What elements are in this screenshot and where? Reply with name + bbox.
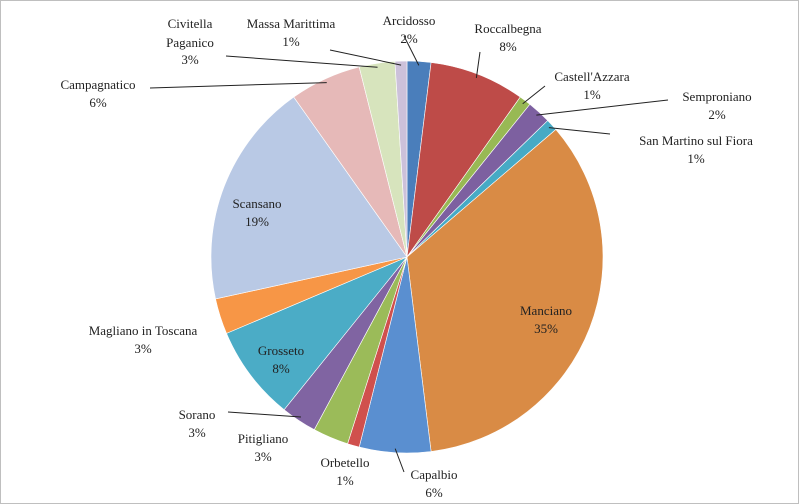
value-label: 3%	[181, 52, 199, 67]
category-label: Arcidosso	[383, 13, 436, 28]
value-label: 1%	[336, 473, 354, 488]
value-label: 2%	[400, 31, 418, 46]
leader-line	[522, 85, 546, 105]
value-label: 1%	[282, 34, 300, 49]
category-label: Sorano	[179, 407, 216, 422]
leader-line	[403, 35, 420, 66]
value-label: 3%	[188, 425, 206, 440]
category-label: San Martino sul Fiora	[639, 133, 753, 148]
leader-line	[548, 127, 611, 135]
category-label: Capalbio	[411, 467, 458, 482]
leader-line	[149, 82, 327, 89]
value-label: 19%	[245, 214, 269, 229]
category-label: Manciano	[520, 303, 572, 318]
value-label: 6%	[425, 485, 443, 500]
category-label: Orbetello	[320, 455, 369, 470]
value-label: 8%	[499, 39, 517, 54]
value-label: 6%	[89, 95, 107, 110]
category-label: Semproniano	[682, 89, 751, 104]
pie-slice	[406, 62, 521, 258]
value-label: 1%	[687, 151, 705, 166]
pie-slice	[406, 129, 604, 452]
leader-line	[475, 51, 481, 79]
leader-line	[394, 448, 405, 473]
category-label: Grosseto	[258, 343, 304, 358]
value-label: 35%	[534, 321, 558, 336]
value-label: 3%	[254, 449, 272, 464]
leader-line	[536, 99, 669, 116]
category-label: Scansano	[232, 196, 281, 211]
category-label: Massa Marittima	[247, 16, 336, 31]
leader-line	[227, 411, 301, 418]
value-label: 2%	[708, 107, 726, 122]
value-label: 1%	[583, 87, 601, 102]
pie-slice	[226, 256, 408, 411]
leader-line	[225, 55, 378, 68]
category-label: Pitigliano	[238, 431, 289, 446]
category-label: Civitella Paganico	[166, 16, 214, 50]
leader-line	[329, 49, 402, 66]
category-label: Roccalbegna	[474, 21, 541, 36]
pie-slice	[210, 96, 408, 300]
value-label: 3%	[134, 341, 152, 356]
value-label: 8%	[272, 361, 290, 376]
category-label: Magliano in Toscana	[89, 323, 198, 338]
pie-slice	[394, 60, 408, 258]
category-label: Castell'Azzara	[554, 69, 629, 84]
category-label: Campagnatico	[60, 77, 135, 92]
